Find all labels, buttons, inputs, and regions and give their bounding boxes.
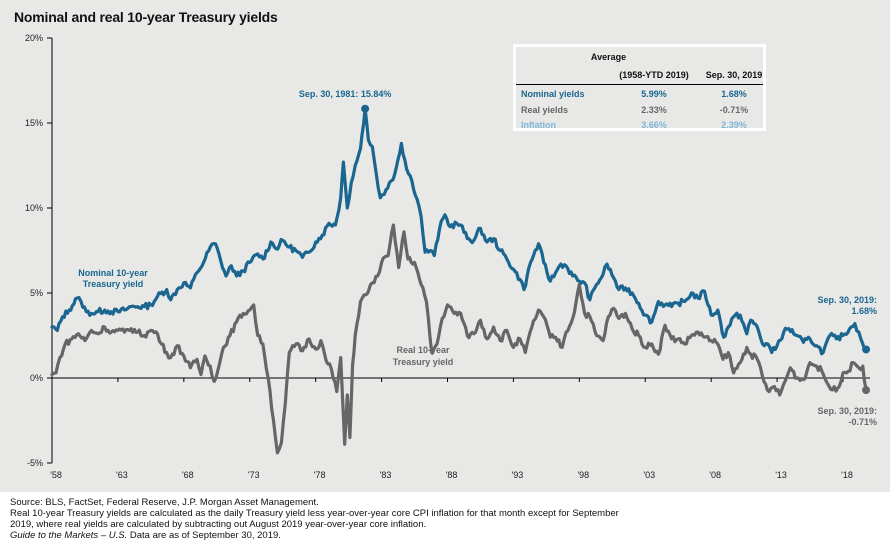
series-lines [50, 104, 871, 455]
footer-notes: Source: BLS, FactSet, Federal Reserve, J… [10, 497, 619, 541]
y-tick-label: 15% [25, 118, 43, 128]
x-tick-label: '18 [841, 470, 853, 480]
footer-source: Source: BLS, FactSet, Federal Reserve, J… [10, 497, 319, 508]
stats-header-rule [516, 84, 763, 85]
annotations: Sep. 30, 1981: 15.84%Sep. 30, 2019:1.68%… [78, 89, 877, 427]
stats-header-group: Average [590, 52, 627, 62]
stats-row-label: Inflation [521, 120, 556, 130]
real-series-label-line2: Treasury yield [393, 357, 454, 367]
x-tick-label: '78 [314, 470, 326, 480]
real-yield-line [50, 223, 868, 455]
x-tick-label: '03 [643, 470, 655, 480]
peak-annotation: Sep. 30, 1981: 15.84% [299, 89, 392, 99]
peak-1981-marker [361, 104, 370, 113]
line-chart: 20% 15% 10% 5% 0% -5% '58 '63 '68 '73 '78 '83 '88 '93… [25, 33, 877, 480]
stats-row-current: 1.68% [721, 89, 747, 99]
footer-guide-title: Guide to the Markets – U.S. [10, 530, 128, 541]
stats-row-average: 3.66% [641, 120, 667, 130]
stats-col-current: Sep. 30, 2019 [705, 70, 763, 80]
stats-row-inflation: Inflation 3.66% 2.39% [516, 117, 763, 133]
x-tick-label: '58 [50, 470, 62, 480]
nominal-series-label-line1: Nominal 10-year [78, 268, 148, 278]
y-tick-label: 20% [25, 33, 43, 43]
x-tick-label: '83 [380, 470, 392, 480]
axes: 20% 15% 10% 5% 0% -5% '58 '63 '68 '73 '78 '83 '88 '93… [25, 33, 870, 480]
x-tick-label: '93 [512, 470, 524, 480]
footer-note-line1: Real 10-year Treasury yields are calcula… [10, 508, 619, 519]
stats-row-average: 5.99% [641, 89, 667, 99]
stats-table: Average (1958-YTD 2019) Sep. 30, 2019 No… [513, 44, 766, 131]
x-tick-label: '63 [116, 470, 128, 480]
stats-header-row: (1958-YTD 2019) Sep. 30, 2019 [516, 67, 763, 83]
x-tick-label: '08 [709, 470, 721, 480]
nominal-end-annotation-line1: Sep. 30, 2019: [817, 295, 877, 305]
x-tick-label: '13 [775, 470, 787, 480]
y-tick-label: 5% [30, 288, 43, 298]
footer-note-line2: 2019, where real yields are calculated b… [10, 519, 427, 530]
real-end-marker [862, 386, 871, 395]
stats-row-label: Real yields [521, 105, 569, 115]
stats-col-average: (1958-YTD 2019) [619, 70, 689, 80]
nominal-series-label-line2: Treasury yield [83, 279, 144, 289]
x-tick-label: '88 [446, 470, 458, 480]
y-tick-label: -5% [27, 458, 43, 468]
stats-row-real: Real yields 2.33% -0.71% [516, 102, 763, 118]
y-tick-label: 10% [25, 203, 43, 213]
chart-title: Nominal and real 10-year Treasury yields [14, 9, 278, 25]
nominal-yield-line [50, 107, 868, 356]
stats-row-current: 2.39% [721, 120, 747, 130]
nominal-end-marker [862, 345, 871, 354]
y-tick-label: 0% [30, 373, 43, 383]
real-end-annotation-line1: Sep. 30, 2019: [817, 406, 877, 416]
real-end-annotation-line2: -0.71% [848, 417, 877, 427]
chart-panel [0, 0, 890, 492]
stats-row-current: -0.71% [719, 105, 749, 115]
x-tick-label: '98 [577, 470, 589, 480]
x-tick-label: '73 [248, 470, 260, 480]
x-tick-label: '68 [182, 470, 194, 480]
footer-guide: Guide to the Markets – U.S. Data are as … [10, 530, 619, 541]
stats-row-label: Nominal yields [521, 89, 585, 99]
real-series-label-line1: Real 10-year [396, 345, 450, 355]
stats-row-average: 2.33% [641, 105, 667, 115]
nominal-end-annotation-line2: 1.68% [851, 306, 877, 316]
stats-row-nominal: Nominal yields 5.99% 1.68% [516, 86, 763, 102]
footer-guide-date: Data are as of September 30, 2019. [127, 530, 281, 541]
